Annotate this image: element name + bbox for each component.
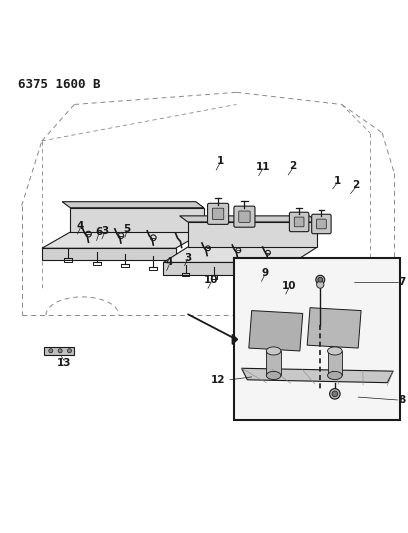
Polygon shape bbox=[180, 216, 317, 222]
Polygon shape bbox=[328, 372, 342, 379]
Text: 7: 7 bbox=[398, 277, 406, 287]
Circle shape bbox=[67, 349, 71, 353]
Polygon shape bbox=[266, 351, 281, 375]
Text: 11: 11 bbox=[255, 162, 270, 172]
FancyBboxPatch shape bbox=[294, 217, 304, 227]
Polygon shape bbox=[44, 346, 74, 355]
Polygon shape bbox=[266, 347, 281, 355]
Text: 6375 1600 B: 6375 1600 B bbox=[18, 78, 100, 91]
Polygon shape bbox=[164, 247, 317, 262]
Bar bbox=[234, 259, 400, 421]
Circle shape bbox=[316, 276, 325, 284]
Polygon shape bbox=[42, 232, 204, 248]
Circle shape bbox=[332, 391, 338, 397]
Polygon shape bbox=[70, 208, 204, 232]
Text: 9: 9 bbox=[261, 269, 268, 278]
Text: 1: 1 bbox=[334, 176, 341, 185]
Text: 10: 10 bbox=[282, 281, 296, 291]
Text: 8: 8 bbox=[398, 395, 406, 405]
Polygon shape bbox=[62, 201, 204, 208]
Circle shape bbox=[318, 277, 323, 282]
Polygon shape bbox=[307, 308, 361, 348]
Polygon shape bbox=[266, 372, 281, 379]
FancyBboxPatch shape bbox=[208, 203, 228, 224]
Text: 5: 5 bbox=[123, 224, 131, 234]
Circle shape bbox=[317, 281, 324, 288]
Polygon shape bbox=[232, 335, 237, 344]
Text: 2: 2 bbox=[289, 161, 297, 171]
Polygon shape bbox=[188, 222, 317, 247]
Circle shape bbox=[49, 349, 53, 353]
Text: 12: 12 bbox=[211, 375, 226, 385]
FancyBboxPatch shape bbox=[317, 219, 326, 229]
FancyBboxPatch shape bbox=[289, 212, 309, 232]
Text: 13: 13 bbox=[57, 358, 71, 368]
Polygon shape bbox=[164, 262, 293, 274]
Polygon shape bbox=[242, 368, 393, 383]
FancyBboxPatch shape bbox=[213, 208, 224, 220]
FancyBboxPatch shape bbox=[234, 206, 255, 227]
Polygon shape bbox=[249, 311, 303, 351]
Text: 3: 3 bbox=[101, 226, 108, 236]
Text: 10: 10 bbox=[204, 275, 218, 285]
Text: 4: 4 bbox=[77, 221, 84, 231]
Text: 6: 6 bbox=[95, 228, 102, 238]
Text: 4: 4 bbox=[166, 257, 173, 268]
Polygon shape bbox=[328, 347, 342, 355]
FancyBboxPatch shape bbox=[239, 211, 250, 222]
Text: 1: 1 bbox=[217, 156, 224, 166]
Polygon shape bbox=[328, 351, 342, 375]
Circle shape bbox=[330, 389, 340, 399]
Text: 3: 3 bbox=[184, 253, 191, 263]
Text: 2: 2 bbox=[352, 181, 359, 190]
FancyBboxPatch shape bbox=[312, 214, 331, 233]
Polygon shape bbox=[42, 248, 175, 261]
Circle shape bbox=[58, 349, 62, 353]
